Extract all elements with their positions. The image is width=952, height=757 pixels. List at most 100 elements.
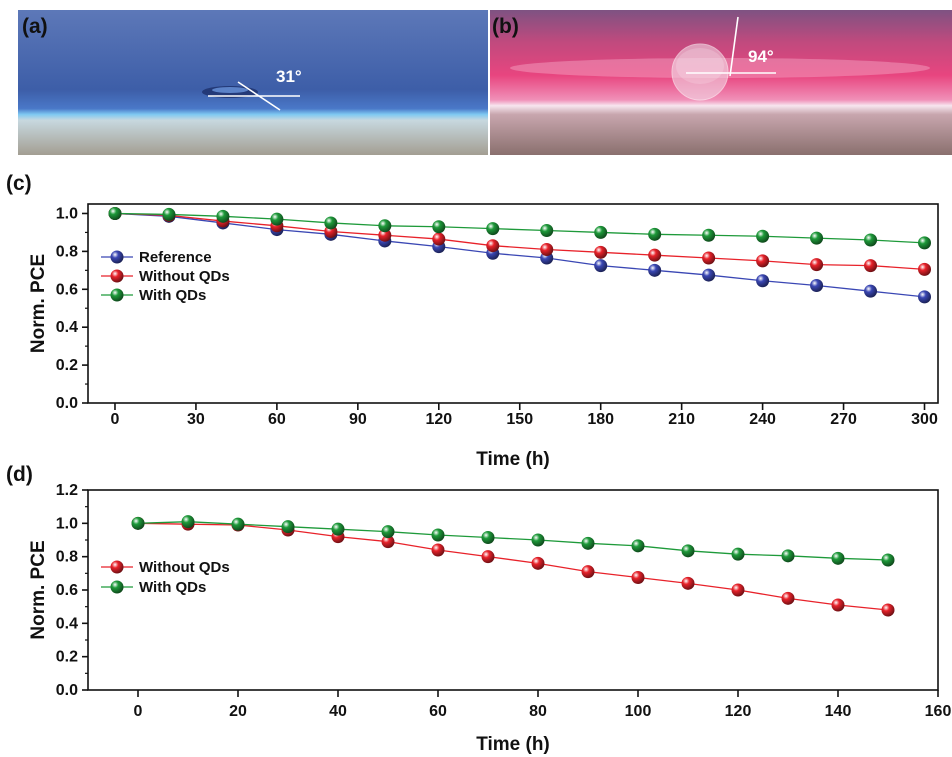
chart-c-x-tick-label: 210 (668, 411, 695, 428)
chart-c-point-reference (702, 268, 716, 282)
chart-c-y-tick-label: 0.8 (56, 243, 78, 260)
chart-d-point-without-qds (781, 591, 795, 605)
chart-d-x-tick-label: 20 (229, 703, 247, 720)
chart-c-y-axis-label: Norm. PCE (28, 254, 49, 353)
chart-c-point-without-qds (648, 248, 662, 262)
chart-c-point-with-qds (324, 216, 338, 230)
chart-c-point-without-qds (594, 245, 608, 259)
chart-d-x-tick-label: 160 (925, 703, 952, 720)
chart-d-legend-label-with-qds: With QDs (139, 579, 206, 596)
chart-d-point-with-qds (831, 551, 845, 565)
chart-c-series-line-without-qds (114, 212, 925, 271)
chart-c-y-tick-label: 0.4 (56, 319, 78, 336)
chart-d-plot-frame (87, 489, 939, 691)
chart-c-point-without-qds (756, 254, 770, 268)
chart-d-point-with-qds (331, 522, 345, 536)
chart-c-point-with-qds (594, 225, 608, 239)
chart-d-x-tick-label: 100 (625, 703, 652, 720)
chart-d-y-tick-label: 0.6 (56, 582, 78, 599)
chart-c-point-reference (864, 284, 878, 298)
chart-c: 0 30 60 90 120 150 180 210 240 270 300 0.0 0.2 0.4 0.6… (28, 203, 939, 470)
chart-d-x-tick-label: 40 (329, 703, 347, 720)
chart-d-x-tick-label: 60 (429, 703, 447, 720)
chart-c-point-with-qds (162, 207, 176, 221)
chart-c-point-with-qds (108, 206, 122, 220)
chart-c-x-tick-label: 180 (587, 411, 614, 428)
chart-c-point-with-qds (918, 236, 932, 250)
chart-c-point-without-qds (432, 232, 446, 246)
chart-c-y-tick-label: 0.2 (56, 357, 78, 374)
chart-c-point-reference (756, 274, 770, 288)
chart-d-point-without-qds (881, 603, 895, 617)
chart-d-point-with-qds (381, 525, 395, 539)
chart-c-point-without-qds (486, 239, 500, 253)
chart-c-point-with-qds (432, 220, 446, 234)
chart-d-legend-label-without-qds: Without QDs (139, 559, 230, 576)
chart-c-point-without-qds (918, 262, 932, 276)
chart-d-legend-marker-without-qds (110, 560, 124, 574)
chart-d-point-with-qds (681, 544, 695, 558)
chart-c-point-reference (810, 278, 824, 292)
chart-d-point-with-qds (531, 533, 545, 547)
chart-d-point-without-qds (531, 556, 545, 570)
chart-c-point-reference (594, 259, 608, 273)
chart-d-point-without-qds (381, 535, 395, 549)
chart-d-y-axis-label: Norm. PCE (28, 540, 49, 639)
chart-c-point-with-qds (378, 219, 392, 233)
chart-c-legend-marker-with-qds (110, 288, 124, 302)
chart-c-point-reference (648, 263, 662, 277)
chart-d-x-tick-label: 0 (134, 703, 143, 720)
panel-a-photo: 31° (a) (18, 10, 488, 155)
chart-c-point-with-qds (756, 229, 770, 243)
chart-c-legend-label-with-qds: With QDs (139, 287, 206, 304)
chart-d-point-without-qds (831, 598, 845, 612)
chart-c-x-tick-label: 30 (187, 411, 205, 428)
chart-c-x-tick-label: 240 (749, 411, 776, 428)
chart-c-point-with-qds (486, 222, 500, 236)
panel-c-label: (c) (6, 172, 32, 195)
chart-d-point-without-qds (481, 550, 495, 564)
chart-c-x-tick-label: 60 (268, 411, 286, 428)
chart-d-point-without-qds (631, 571, 645, 584)
chart-d-legend-marker-with-qds (110, 580, 124, 594)
chart-d-point-with-qds (131, 516, 145, 530)
chart-c-legend-label-without-qds: Without QDs (139, 268, 230, 285)
chart-c-point-without-qds (864, 259, 878, 273)
panel-a-angle: 31° (276, 67, 302, 86)
chart-c-y-tick-label: 1.0 (56, 205, 78, 222)
chart-c-point-with-qds (540, 224, 554, 238)
chart-d-y-tick-label: 1.0 (56, 515, 78, 532)
chart-d-series-line-with-qds (137, 521, 889, 561)
chart-c-series-line-reference (114, 212, 925, 298)
chart-d-point-with-qds (181, 515, 195, 529)
panel-b-label: (b) (492, 15, 519, 38)
chart-c-x-tick-label: 90 (349, 411, 367, 428)
chart-c-x-tick-label: 0 (111, 411, 120, 428)
panel-a-label: (a) (22, 15, 48, 38)
chart-d-point-with-qds (781, 549, 795, 563)
chart-c-x-tick-label: 300 (911, 411, 938, 428)
chart-d-y-tick-label: 0.2 (56, 649, 78, 666)
chart-d-point-with-qds (581, 536, 595, 550)
chart-c-point-with-qds (810, 231, 824, 245)
chart-d-x-axis-label: Time (h) (476, 734, 550, 755)
chart-d-series-line-without-qds (137, 522, 889, 611)
chart-d-point-with-qds (281, 520, 295, 534)
chart-c-point-with-qds (270, 212, 284, 226)
chart-c-series-line-with-qds (114, 212, 925, 244)
chart-d-x-tick-label: 120 (725, 703, 752, 720)
chart-d-y-tick-label: 1.2 (56, 482, 78, 499)
chart-c-point-with-qds (216, 209, 230, 223)
chart-d-point-with-qds (631, 539, 645, 553)
chart-c-point-without-qds (702, 251, 716, 265)
chart-c-point-with-qds (702, 228, 716, 242)
chart-d-y-tick-label: 0.8 (56, 549, 78, 566)
chart-c-legend-marker-without-qds (110, 269, 124, 283)
chart-d-point-without-qds (581, 565, 595, 579)
panel-d-label: (d) (6, 463, 33, 486)
chart-c-legend-label-reference: Reference (139, 249, 212, 266)
chart-d-point-with-qds (731, 547, 745, 561)
chart-c-point-without-qds (810, 258, 824, 272)
chart-d: 0 20 40 60 80 100 120 140 160 0.0 0.2 0.4 0.6 0.8 1.0 1… (28, 482, 951, 755)
